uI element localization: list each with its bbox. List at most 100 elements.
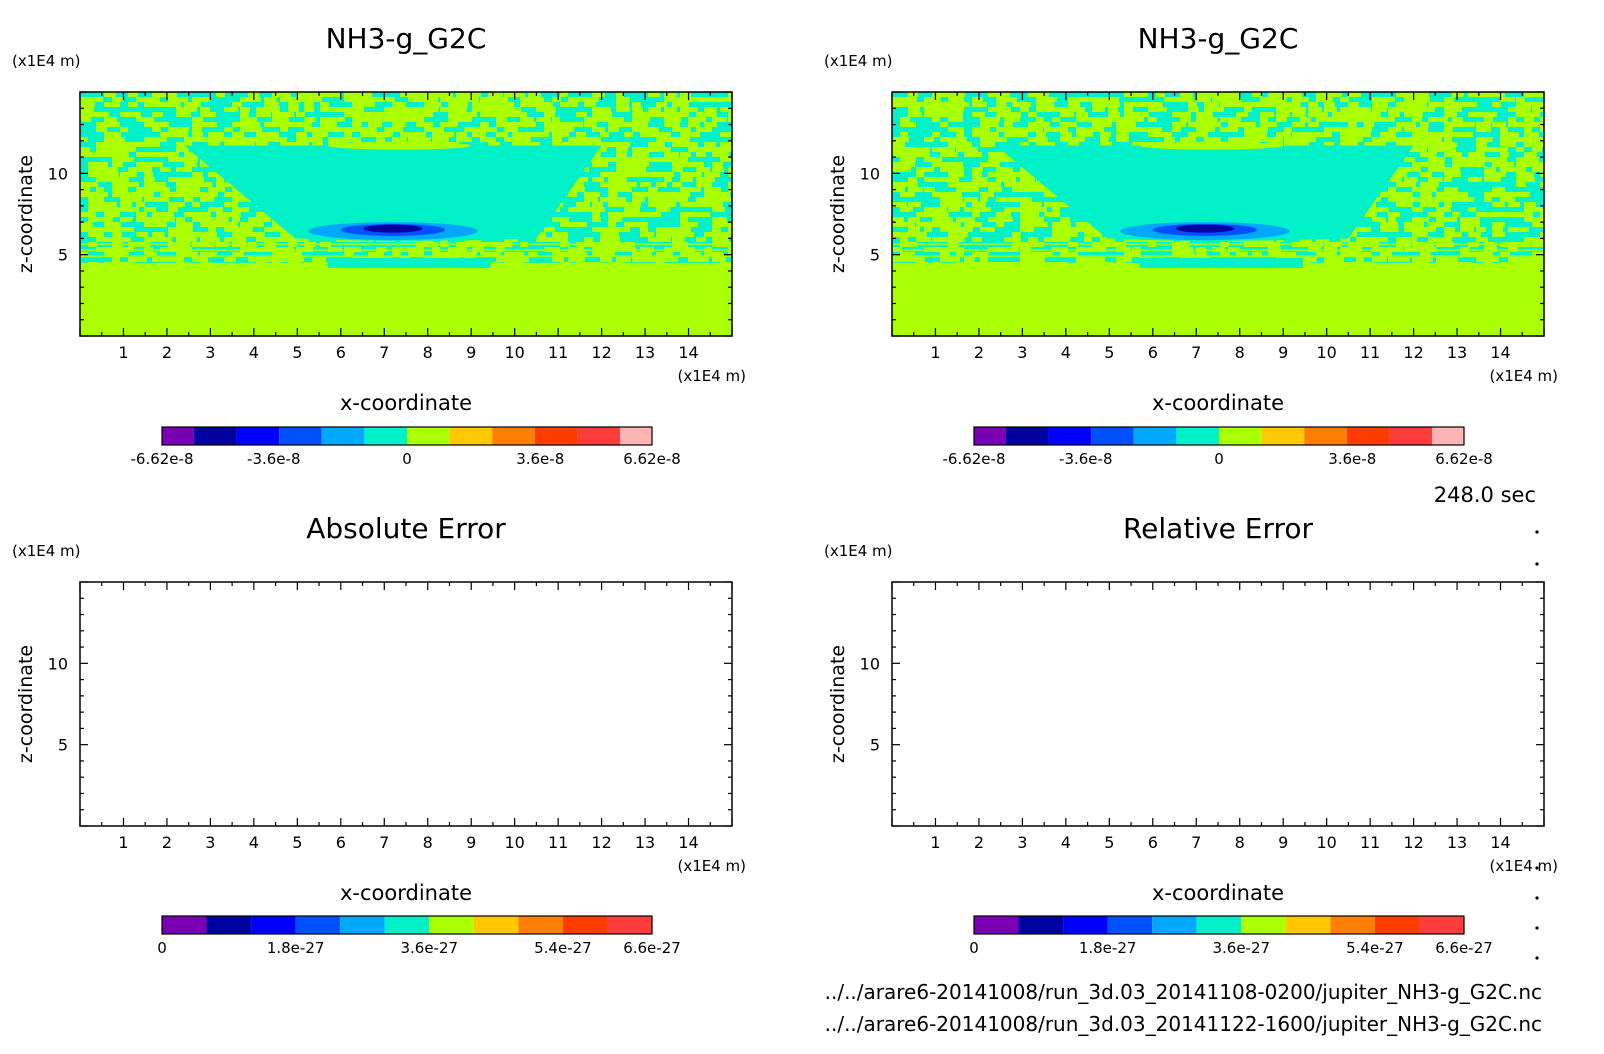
lower-layer bbox=[80, 262, 732, 336]
field-cell bbox=[648, 112, 656, 117]
field-cell bbox=[932, 207, 947, 212]
field-cell bbox=[656, 157, 664, 162]
field-cell bbox=[1388, 192, 1405, 197]
field-cell bbox=[1020, 197, 1032, 202]
field-cell bbox=[1396, 107, 1405, 112]
field-cell bbox=[512, 142, 520, 147]
field-cell bbox=[1484, 257, 1499, 262]
colorbar-frame bbox=[973, 426, 1465, 446]
field-cell bbox=[1316, 92, 1330, 97]
field-cell bbox=[256, 212, 273, 217]
x-tick-label: 10 bbox=[504, 833, 524, 852]
field-cell bbox=[496, 132, 508, 137]
colorbar-segment bbox=[1330, 916, 1375, 934]
field-cell bbox=[1020, 177, 1035, 182]
field-cell bbox=[256, 132, 267, 137]
field-cell bbox=[544, 122, 561, 127]
field-cell bbox=[1020, 102, 1031, 107]
field-cell bbox=[892, 167, 906, 172]
field-cell bbox=[224, 192, 234, 197]
field-cell bbox=[1308, 112, 1322, 117]
field-cell bbox=[1076, 97, 1089, 102]
field-cell bbox=[280, 142, 294, 147]
field-cell bbox=[1036, 207, 1047, 212]
field-cell bbox=[664, 122, 680, 127]
field-cell bbox=[144, 217, 154, 222]
field-cell bbox=[184, 102, 201, 107]
x-tick-label: 4 bbox=[1061, 833, 1071, 852]
field-cell bbox=[312, 257, 326, 262]
field-cell bbox=[136, 217, 144, 222]
field-cell bbox=[112, 182, 126, 187]
field-cell bbox=[1428, 162, 1445, 167]
y-tick-label: 10 bbox=[48, 164, 68, 183]
field-cell bbox=[1180, 92, 1193, 97]
field-cell bbox=[352, 107, 364, 112]
field-cell bbox=[1140, 127, 1155, 132]
field-cell bbox=[584, 102, 596, 107]
field-cell bbox=[1412, 92, 1429, 97]
colorbar-tick-label: 5.4e-27 bbox=[1346, 939, 1404, 957]
field-cell bbox=[1324, 107, 1337, 112]
field-cell bbox=[1324, 132, 1332, 137]
colorbar-segment bbox=[364, 427, 407, 445]
field-cell bbox=[1540, 222, 1544, 227]
field-cell bbox=[1004, 117, 1020, 122]
field-cell bbox=[1204, 127, 1215, 132]
field-cell bbox=[176, 182, 189, 187]
field-cell bbox=[916, 237, 931, 242]
margin-dot bbox=[1535, 562, 1539, 566]
field-cell bbox=[640, 252, 652, 257]
field-cell bbox=[168, 152, 179, 157]
field-cell bbox=[632, 117, 642, 122]
field-cell bbox=[656, 132, 671, 137]
field-cell bbox=[1420, 172, 1432, 177]
panel-2: NH3-g_G2C(x1E4 m)1 2 3 4 5 6 7 8 9 10 11 12 13 14510(… bbox=[824, 22, 1558, 468]
field-cell bbox=[940, 152, 955, 157]
field-cell bbox=[264, 102, 279, 107]
field-cell bbox=[1316, 252, 1327, 257]
colorbar-segment bbox=[1304, 427, 1347, 445]
field-cell bbox=[1476, 212, 1484, 217]
field-cell bbox=[552, 97, 561, 102]
field-cell bbox=[536, 97, 544, 102]
field-cell bbox=[1340, 252, 1356, 257]
field-cell bbox=[608, 192, 618, 197]
field-cell bbox=[608, 197, 621, 202]
field-cell bbox=[1396, 122, 1409, 127]
field-cell bbox=[1284, 142, 1297, 147]
field-cell bbox=[232, 252, 244, 257]
field-cell bbox=[1540, 167, 1544, 172]
field-cell bbox=[96, 202, 111, 207]
field-cell bbox=[152, 187, 161, 192]
field-cell bbox=[1476, 122, 1491, 127]
colorbar-tick-label: 3.6e-8 bbox=[1328, 450, 1376, 468]
field-cell bbox=[996, 137, 1007, 142]
field-cell bbox=[264, 132, 279, 137]
field-cell bbox=[96, 127, 107, 132]
field-cell bbox=[932, 192, 941, 197]
field-cell bbox=[304, 117, 316, 122]
field-cell bbox=[1364, 252, 1372, 257]
field-cell bbox=[184, 107, 197, 112]
field-cell bbox=[336, 107, 351, 112]
field-cell bbox=[248, 257, 256, 262]
field-cell bbox=[88, 152, 96, 157]
x-axis-label: x-coordinate bbox=[1152, 881, 1284, 905]
field-cell bbox=[184, 177, 198, 182]
field-cell bbox=[656, 197, 665, 202]
field-cell bbox=[672, 97, 689, 102]
x-axis-label: x-coordinate bbox=[340, 391, 472, 415]
field-cell bbox=[892, 152, 908, 157]
field-cell bbox=[384, 97, 395, 102]
field-cell bbox=[924, 137, 934, 142]
field-cell bbox=[728, 132, 732, 137]
colorbar-tick-label: 0 bbox=[1214, 450, 1224, 468]
field-cell bbox=[1292, 107, 1306, 112]
field-cell bbox=[136, 167, 151, 172]
field-cell bbox=[1148, 127, 1162, 132]
field-cell bbox=[1252, 137, 1265, 142]
field-cell bbox=[1252, 92, 1262, 97]
field-cell bbox=[940, 122, 948, 127]
field-cell bbox=[996, 222, 1004, 227]
